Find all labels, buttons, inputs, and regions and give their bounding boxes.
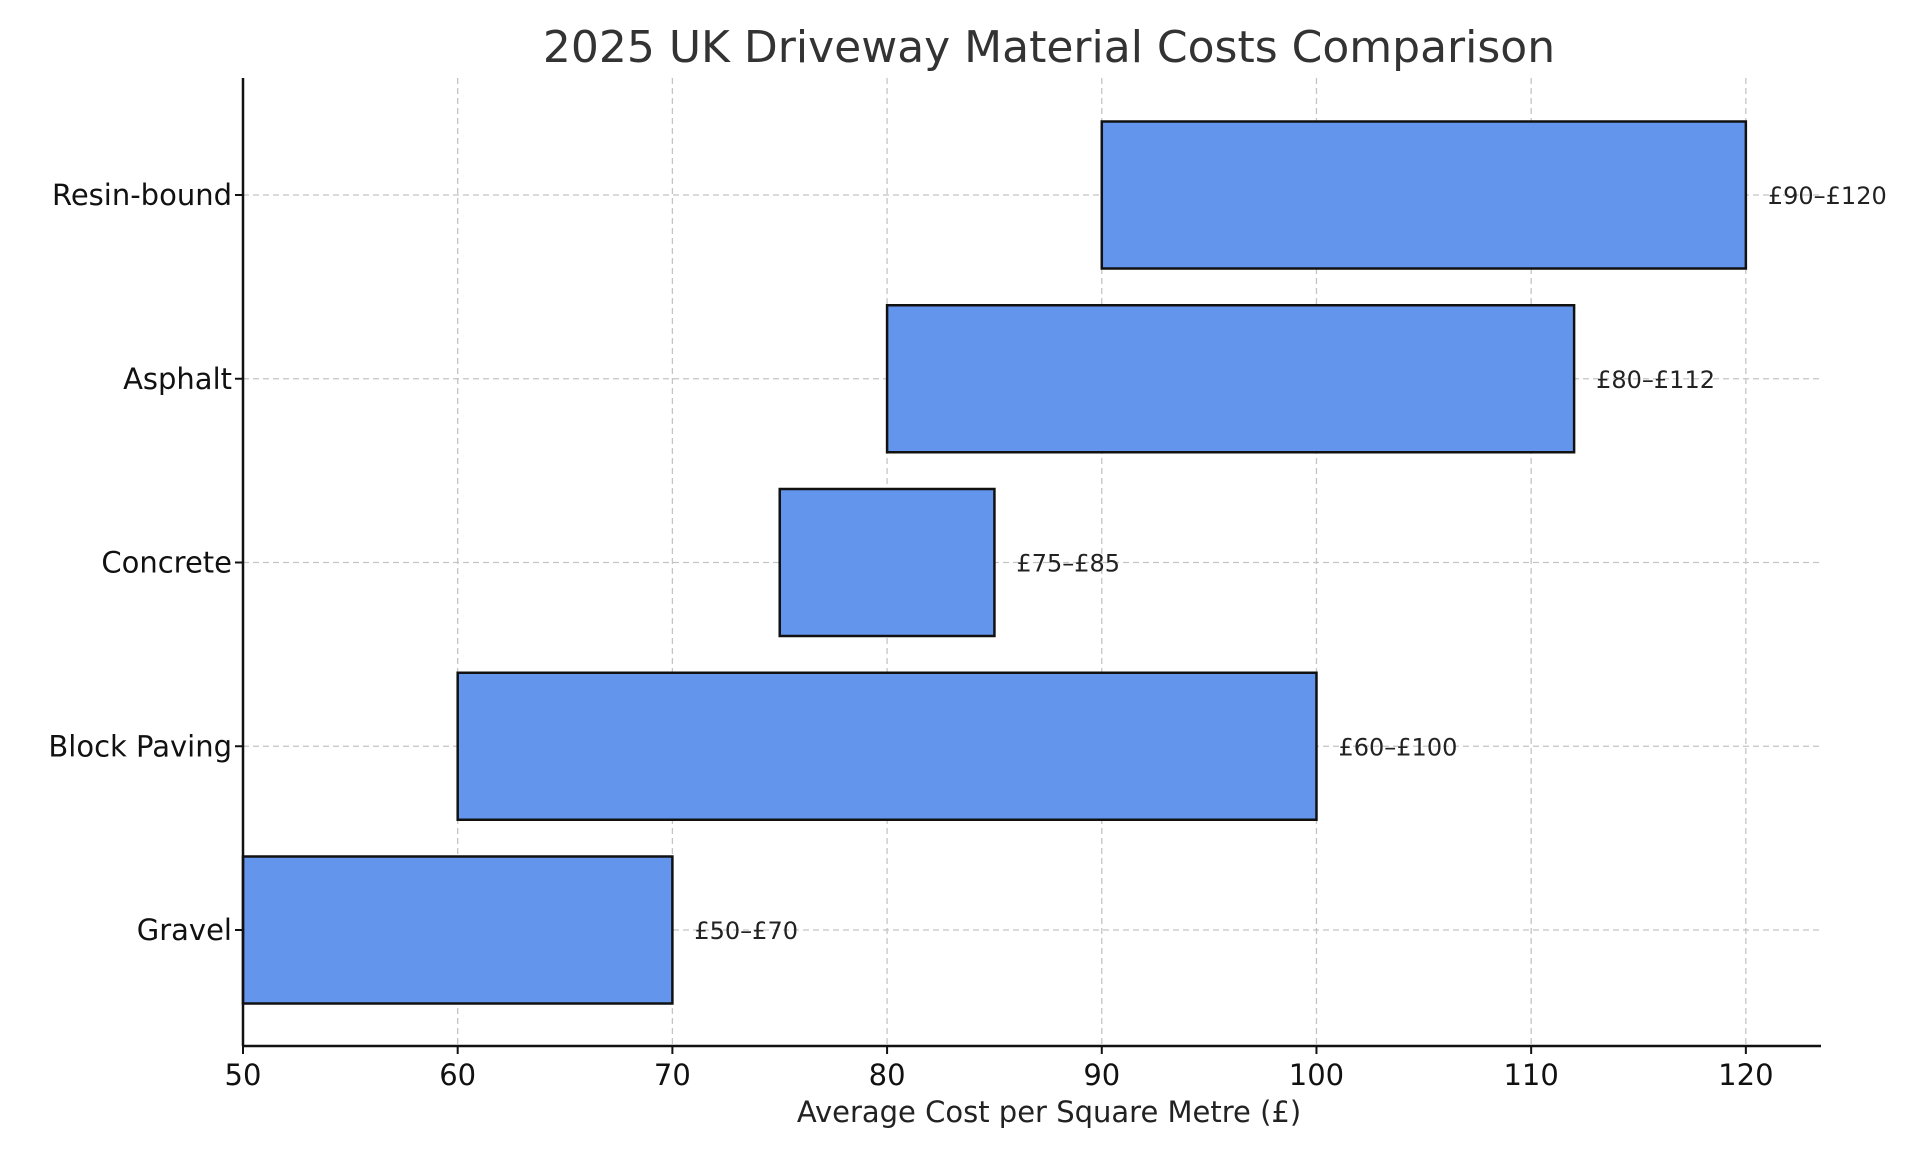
y-tick-label-block-paving: Block Paving bbox=[48, 729, 232, 763]
y-tick-label-gravel: Gravel bbox=[137, 913, 232, 947]
labels: £50–£70 £60–£100 £75–£85 £80–£112 £90–£120 50… bbox=[48, 178, 1886, 1092]
bar-concrete bbox=[778, 487, 996, 638]
x-tick-label-80: 80 bbox=[869, 1058, 906, 1092]
x-tick-label-120: 120 bbox=[1718, 1058, 1773, 1092]
bar-block-paving bbox=[456, 671, 1318, 821]
bars bbox=[241, 120, 1748, 1005]
axes bbox=[235, 78, 1821, 1054]
data-label-resin-bound: £90–£120 bbox=[1768, 182, 1887, 210]
bar-gravel bbox=[241, 855, 674, 1005]
data-label-concrete: £75–£85 bbox=[1016, 550, 1120, 578]
x-axis-label: Average Cost per Square Metre (£) bbox=[797, 1095, 1301, 1129]
x-tick-label-60: 60 bbox=[439, 1058, 476, 1092]
chart-title: 2025 UK Driveway Material Costs Comparis… bbox=[543, 22, 1555, 73]
x-tick-label-110: 110 bbox=[1503, 1058, 1558, 1092]
x-tick-label-100: 100 bbox=[1289, 1058, 1344, 1092]
bar-resin-bound bbox=[1100, 120, 1748, 270]
data-label-block-paving: £60–£100 bbox=[1338, 733, 1457, 761]
x-tick-label-50: 50 bbox=[225, 1058, 262, 1092]
y-tick-label-asphalt: Asphalt bbox=[123, 362, 232, 396]
x-tick-label-90: 90 bbox=[1083, 1058, 1120, 1092]
data-label-gravel: £50–£70 bbox=[694, 917, 798, 945]
x-tick-label-70: 70 bbox=[654, 1058, 691, 1092]
y-tick-label-resin-bound: Resin-bound bbox=[52, 178, 232, 212]
data-label-asphalt: £80–£112 bbox=[1596, 366, 1715, 394]
y-tick-label-concrete: Concrete bbox=[101, 546, 232, 580]
bar-asphalt bbox=[885, 304, 1576, 454]
